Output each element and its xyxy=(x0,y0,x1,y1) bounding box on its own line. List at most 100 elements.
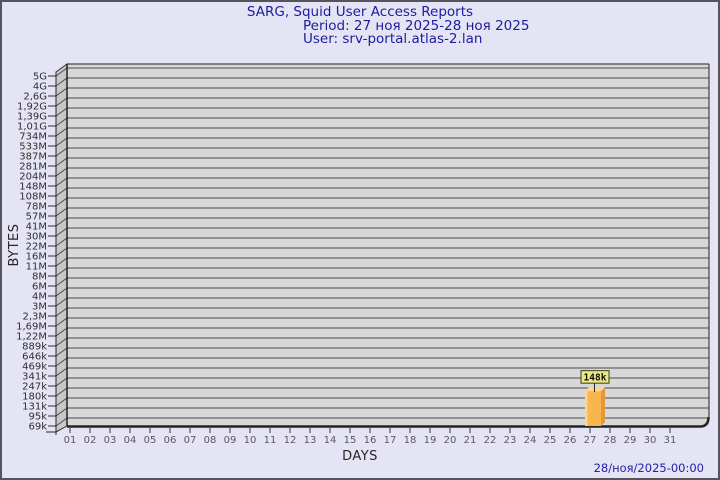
y-tick-label: 108M xyxy=(19,192,47,203)
y-tick-label: 1,01G xyxy=(17,122,47,133)
x-tick-label: 07 xyxy=(184,435,197,446)
wall-gridline xyxy=(55,387,68,397)
y-tick-label: 204M xyxy=(19,172,47,183)
y-tick-label: 11M xyxy=(26,262,47,273)
y-tick-label: 469k xyxy=(22,362,47,373)
y-tick-label: 2,3M xyxy=(22,312,47,323)
chart-title: SARG, Squid User Access Reports xyxy=(246,4,474,20)
y-tick-label: 57M xyxy=(26,212,47,223)
wall-gridline xyxy=(55,307,68,317)
wall-gridline xyxy=(55,407,68,417)
wall-gridline xyxy=(55,397,68,407)
x-tick-label: 14 xyxy=(324,435,337,446)
wall-gridline xyxy=(55,147,68,157)
x-tick-label: 25 xyxy=(544,435,557,446)
y-tick-label: 180k xyxy=(22,392,47,403)
y-tick-label: 4M xyxy=(32,292,47,303)
x-tick-label: 09 xyxy=(224,435,237,446)
y-tick-label: 1,22M xyxy=(16,332,47,343)
wall-gridline xyxy=(55,177,68,187)
wall-gridline xyxy=(55,127,68,137)
y-tick-label: 1,39G xyxy=(17,112,47,123)
wall-gridline xyxy=(55,107,68,117)
wall-gridline xyxy=(55,197,68,207)
y-tick-label: 281M xyxy=(19,162,47,173)
x-tick-label: 30 xyxy=(644,435,657,446)
bars-group: 148k xyxy=(580,370,610,426)
gridlines-group xyxy=(48,63,709,427)
bar-column-side xyxy=(601,387,605,426)
x-tick-label: 15 xyxy=(344,435,357,446)
x-tick-label: 29 xyxy=(624,435,637,446)
x-tick-label: 31 xyxy=(664,435,677,446)
wall-gridline xyxy=(55,417,68,427)
x-tick-label: 06 xyxy=(164,435,177,446)
x-tick-label: 03 xyxy=(104,435,117,446)
plot-area xyxy=(67,64,709,426)
y-tick-label: 6M xyxy=(32,282,47,293)
x-tick-label: 08 xyxy=(204,435,217,446)
wall-gridline xyxy=(55,237,68,247)
y-tick-label: 533M xyxy=(19,142,47,153)
y-tick-label: 734M xyxy=(19,132,47,143)
y-tick-label: 69k xyxy=(28,422,47,433)
y-tick-label: 3M xyxy=(32,302,47,313)
y-tick-label: 95k xyxy=(28,412,47,423)
x-tick-label: 05 xyxy=(144,435,157,446)
wall-top-edge xyxy=(55,63,68,73)
x-tick-label: 12 xyxy=(284,435,297,446)
chart-user: User: srv-portal.atlas-2.lan xyxy=(303,31,483,47)
x-tick-label: 20 xyxy=(444,435,457,446)
y-axis-labels-group: 5G4G2,6G1,92G1,39G1,01G734M533M387M281M2… xyxy=(16,72,47,433)
wall-gridline xyxy=(55,167,68,177)
wall-gridline xyxy=(55,297,68,307)
wall-gridline xyxy=(55,97,68,107)
y-tick-label: 41M xyxy=(26,222,47,233)
y-tick-label: 889k xyxy=(22,342,47,353)
x-tick-label: 11 xyxy=(264,435,277,446)
y-axis-title: BYTES xyxy=(7,223,22,266)
x-tick-label: 17 xyxy=(384,435,397,446)
wall-gridline xyxy=(55,377,68,387)
bar-value-callout xyxy=(580,370,610,384)
wall-gridline xyxy=(55,327,68,337)
y-tick-label: 646k xyxy=(22,352,47,363)
wall-gridline xyxy=(55,117,68,127)
x-tick-label: 02 xyxy=(84,435,97,446)
chart-period: Period: 27 ноя 2025-28 ноя 2025 xyxy=(303,18,530,34)
x-tick-label: 13 xyxy=(304,435,317,446)
wall-gridline xyxy=(55,217,68,227)
y-tick-label: 16M xyxy=(26,252,47,263)
bar-value-label: 148k xyxy=(584,372,607,383)
y-tick-label: 8M xyxy=(32,272,47,283)
wall-gridline xyxy=(55,77,68,87)
y-tick-label: 78M xyxy=(26,202,47,213)
y-tick-label: 341k xyxy=(22,372,47,383)
y-tick-label: 4G xyxy=(33,82,47,93)
wall-gridline xyxy=(55,347,68,357)
wall-gridline xyxy=(55,157,68,167)
wall-gridline xyxy=(55,317,68,327)
generation-timestamp: 28/ноя/2025-00:00 xyxy=(593,461,704,475)
wall-gridline xyxy=(55,187,68,197)
wall-gridline xyxy=(55,227,68,237)
x-tick-label: 16 xyxy=(364,435,377,446)
x-tick-label: 18 xyxy=(404,435,417,446)
x-tick-label: 22 xyxy=(484,435,497,446)
wall-gridline xyxy=(55,337,68,347)
wall-gridline xyxy=(55,267,68,277)
bar-column-highlight xyxy=(585,391,588,426)
x-tick-label: 04 xyxy=(124,435,137,446)
x-tick-label: 24 xyxy=(524,435,537,446)
wall-gridline xyxy=(55,257,68,267)
wall-gridline xyxy=(55,247,68,257)
y-tick-label: 5G xyxy=(33,72,47,83)
y-tick-label: 30M xyxy=(26,232,47,243)
x-tick-label: 23 xyxy=(504,435,517,446)
y-tick-label: 1,92G xyxy=(17,102,47,113)
wall-gridline xyxy=(55,367,68,377)
plot-bottom-border xyxy=(67,416,710,428)
wall-gridline xyxy=(55,87,68,97)
